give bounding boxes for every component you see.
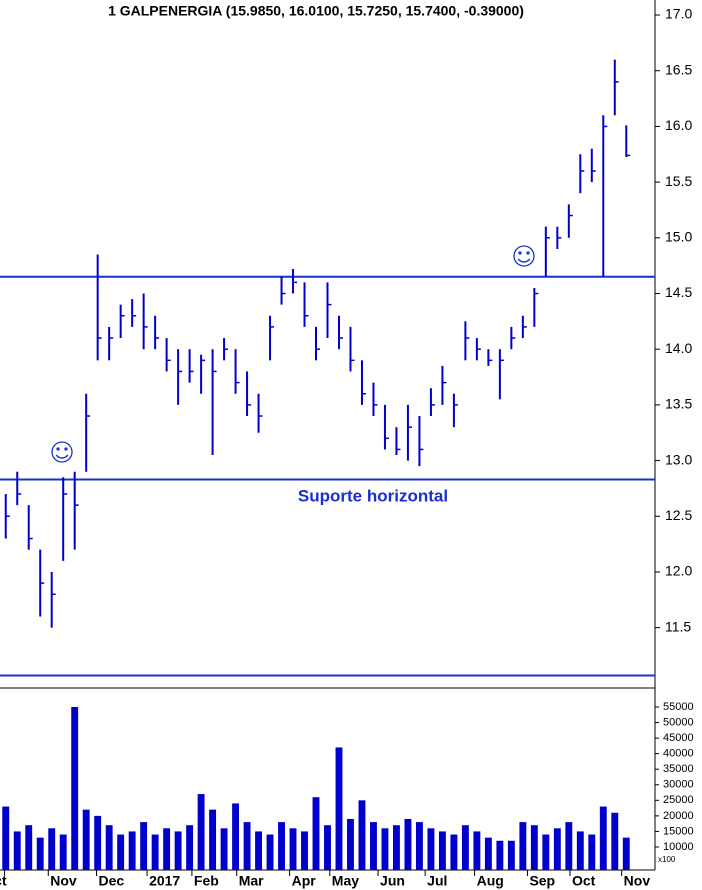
volume-bar <box>255 831 262 870</box>
volume-bar <box>427 828 435 870</box>
volume-bar <box>358 800 366 870</box>
volume-bar <box>588 834 596 870</box>
x-tick-label: Dec <box>99 873 125 889</box>
volume-bar <box>266 834 274 870</box>
volume-bar <box>48 828 56 870</box>
y-tick-label: 12.0 <box>665 563 692 579</box>
volume-bar <box>473 831 481 870</box>
volume-bar <box>324 825 331 870</box>
volume-bar <box>484 837 492 870</box>
volume-bar <box>335 747 343 870</box>
x-tick-label: May <box>332 873 359 889</box>
volume-bar <box>370 822 377 870</box>
y-tick-label: 13.0 <box>665 451 692 467</box>
volume-bar <box>565 822 573 870</box>
volume-bar <box>289 828 297 870</box>
y-tick-label: 40000 <box>663 748 694 760</box>
annotation: Suporte horizontal <box>298 486 448 505</box>
smiley-icon <box>51 441 73 463</box>
volume-bar <box>553 828 561 870</box>
y-tick-label: 10000 <box>663 841 694 853</box>
volume-bar <box>530 825 538 870</box>
volume-bar <box>519 822 527 870</box>
y-tick-label: 16.0 <box>665 117 692 133</box>
volume-bar <box>381 828 389 870</box>
volume-bar <box>243 822 251 870</box>
volume-bar <box>186 825 194 870</box>
volume-bar <box>450 834 458 870</box>
volume-bar <box>278 822 285 870</box>
volume-bar <box>542 834 550 870</box>
volume-bar <box>209 809 217 870</box>
y-tick-label: 30000 <box>663 779 694 791</box>
volume-bar <box>151 834 159 870</box>
y-tick-label: 14.5 <box>665 284 692 300</box>
x-tick-label: 2017 <box>149 873 180 889</box>
volume-bar <box>25 825 33 870</box>
x-tick-label: Feb <box>194 873 219 889</box>
y-tick-label: 25000 <box>663 794 694 806</box>
y-tick-label: 16.5 <box>665 61 692 77</box>
x-tick-label: Apr <box>292 873 317 889</box>
x-tick-label: Jul <box>427 873 447 889</box>
y-tick-label: 15.0 <box>665 229 692 245</box>
x-tick-label: Nov <box>624 873 651 889</box>
volume-bar <box>117 834 125 870</box>
y-tick-label: 13.5 <box>665 396 692 412</box>
x-tick-label: ct <box>0 873 7 889</box>
volume-bar <box>163 828 171 870</box>
y-tick-label: 15.5 <box>665 173 692 189</box>
x-tick-label: Mar <box>239 873 264 889</box>
volume-bar <box>347 818 354 870</box>
y-tick-label: 15000 <box>663 825 694 837</box>
volume-bar <box>301 831 308 870</box>
y-tick-label: 45000 <box>663 732 694 744</box>
x-tick-label: Jun <box>380 873 405 889</box>
chart-title: 1 GALPENERGIA (15.9850, 16.0100, 15.7250… <box>108 3 524 19</box>
volume-bar <box>174 831 182 870</box>
x-tick-label: Nov <box>50 873 77 889</box>
volume-bar <box>140 822 148 870</box>
y-tick-label: 20000 <box>663 810 694 822</box>
volume-bar <box>71 706 79 870</box>
volume-bar <box>105 825 113 870</box>
volume-bar <box>404 818 412 870</box>
volume-bar <box>393 825 400 870</box>
unit-label: x100 <box>658 855 676 864</box>
volume-bar <box>611 812 619 870</box>
volume-bar <box>622 837 630 870</box>
volume-bar <box>128 831 136 870</box>
volume-bar <box>13 831 21 870</box>
y-tick-label: 11.5 <box>665 618 691 634</box>
volume-bar <box>415 822 423 870</box>
volume-bar <box>197 794 205 870</box>
volume-bar <box>576 831 584 870</box>
y-tick-label: 12.5 <box>665 507 692 523</box>
smiley-icon <box>513 245 535 267</box>
volume-bar <box>59 834 67 870</box>
volume-bar <box>599 806 607 870</box>
volume-bar <box>496 840 504 870</box>
volume-bar <box>507 840 515 870</box>
y-tick-label: 50000 <box>663 716 694 728</box>
volume-bar <box>312 797 320 870</box>
y-tick-label: 55000 <box>663 701 694 713</box>
volume-bar <box>438 831 446 870</box>
volume-bar <box>36 837 44 870</box>
y-tick-label: 14.0 <box>665 340 692 356</box>
y-tick-label: 17.0 <box>665 6 692 22</box>
volume-bar <box>94 815 102 870</box>
volume-bar <box>232 803 240 870</box>
volume-bar <box>461 825 469 870</box>
x-tick-label: Oct <box>572 873 596 889</box>
volume-bar <box>82 809 90 870</box>
x-tick-label: Aug <box>477 873 504 889</box>
volume-bar <box>220 828 228 870</box>
x-tick-label: Sep <box>529 873 555 889</box>
y-tick-label: 35000 <box>663 763 694 775</box>
volume-bar <box>2 806 10 870</box>
